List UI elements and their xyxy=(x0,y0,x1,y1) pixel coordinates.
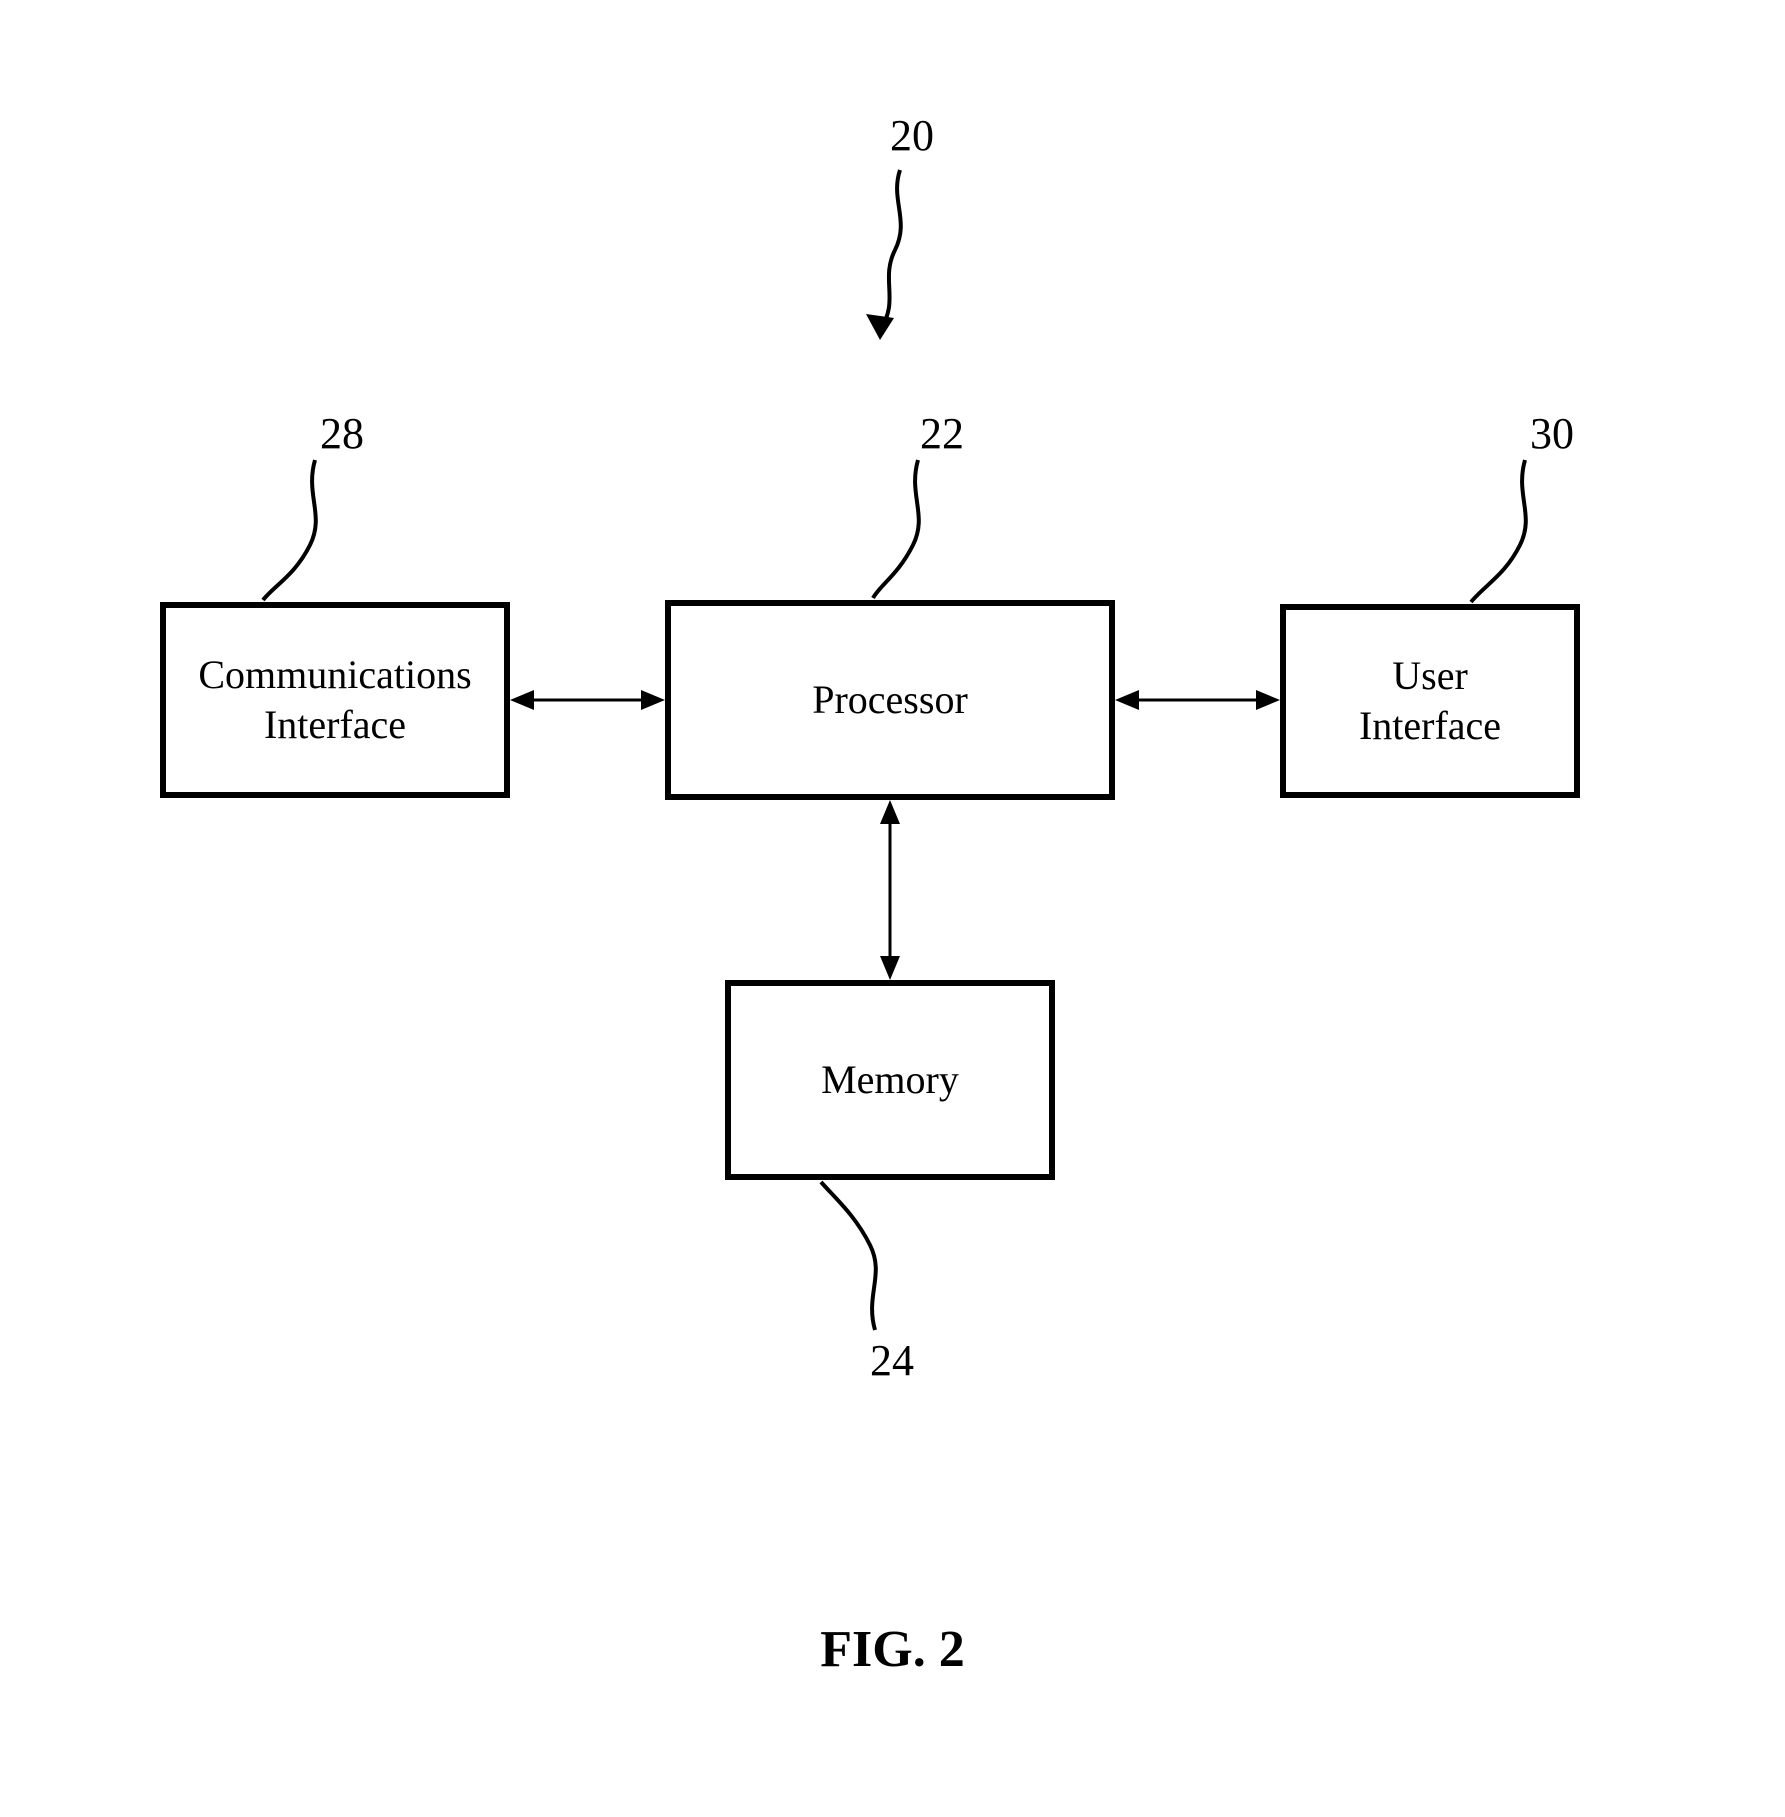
arrow-proc-mem xyxy=(0,0,1785,1817)
figure-caption: FIG. 2 xyxy=(820,1620,964,1679)
block-diagram: 20 Communications Interface 28 Processor… xyxy=(0,0,1785,1817)
